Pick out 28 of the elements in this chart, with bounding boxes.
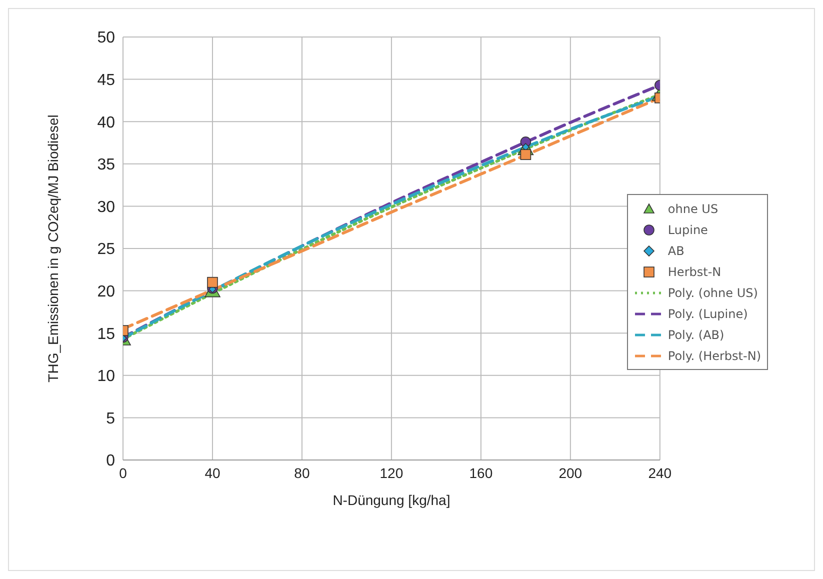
legend-label: Poly. (AB): [668, 328, 724, 342]
y-axis-title: THG_Emissionen in g CO2eq/MJ Biodiesel: [44, 114, 61, 382]
x-tick-label: 0: [119, 464, 128, 481]
y-tick-label: 5: [106, 410, 116, 428]
x-tick-label: 120: [380, 464, 404, 481]
y-tick-label: 45: [97, 72, 116, 89]
legend-label: Lupine: [668, 222, 708, 236]
x-axis-title: N-Düngung [kg/ha]: [332, 492, 450, 508]
x-tick-label: 240: [648, 464, 672, 481]
y-tick-label: 0: [106, 452, 116, 470]
x-tick-label: 160: [469, 464, 493, 481]
y-tick-label: 30: [97, 198, 116, 216]
y-tick-label: 15: [97, 326, 116, 343]
legend-label: AB: [668, 244, 684, 258]
legend-label: Poly. (Lupine): [668, 306, 748, 320]
x-tick-label: 200: [558, 464, 582, 481]
y-tick-label: 20: [97, 283, 116, 300]
y-tick-label: 50: [97, 30, 116, 47]
y-tick-label: 35: [97, 156, 116, 174]
x-tick-label: 80: [294, 464, 310, 481]
legend-label: Herbst-N: [668, 264, 722, 278]
legend-label: Poly. (Herbst-N): [668, 348, 761, 362]
y-tick-label: 10: [97, 368, 116, 386]
y-tick-label: 40: [97, 114, 116, 132]
y-tick-label: 25: [97, 241, 116, 258]
legend-label: Poly. (ohne US): [668, 286, 758, 300]
x-tick-label: 40: [204, 464, 220, 481]
legend-label: ohne US: [668, 202, 718, 216]
